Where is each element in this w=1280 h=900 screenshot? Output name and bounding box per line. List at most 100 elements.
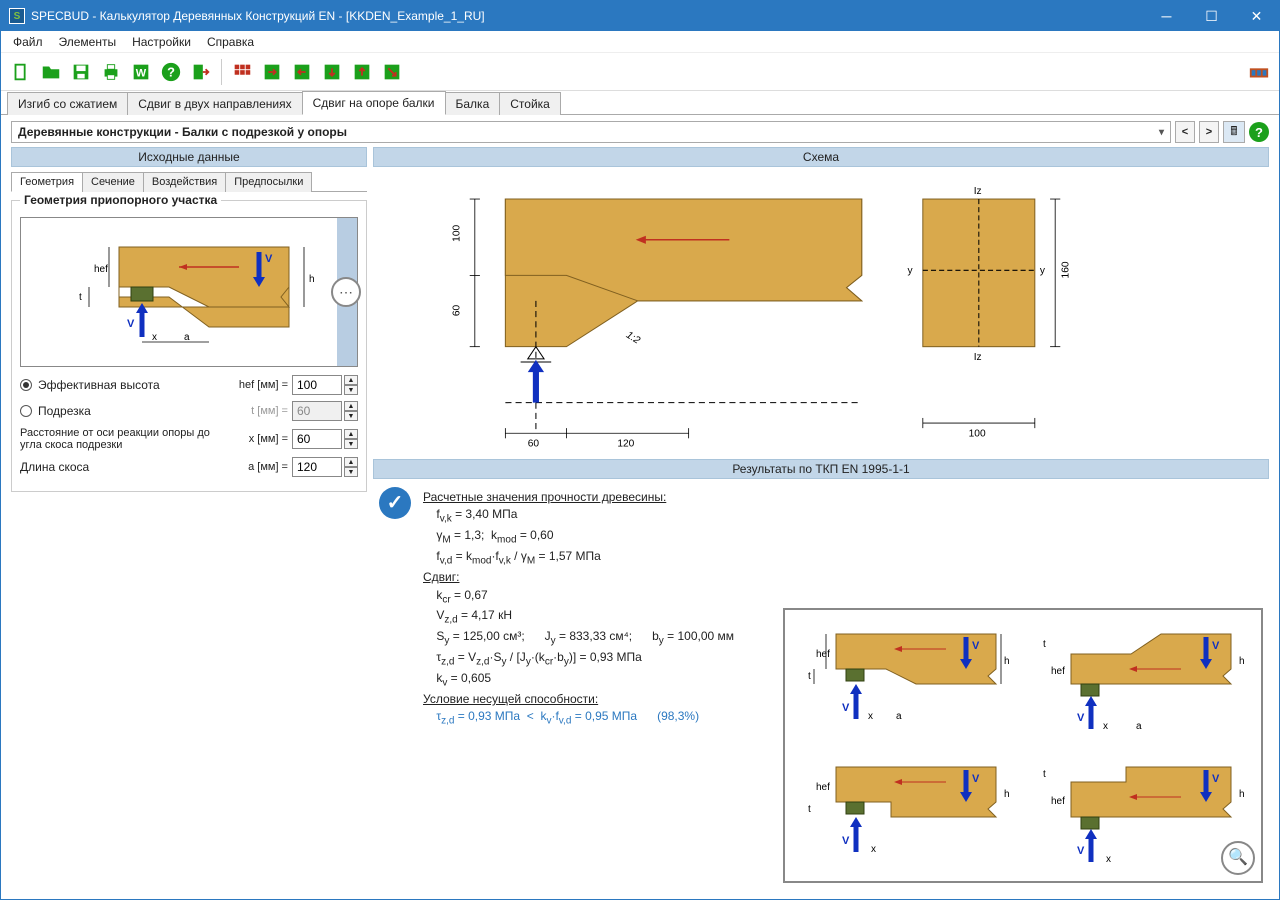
chevron-down-icon: ▾ (1159, 127, 1164, 138)
logo-button[interactable] (1245, 58, 1273, 86)
tab-shear-support[interactable]: Сдвиг на опоре балки (302, 91, 446, 115)
arrow2-button[interactable] (288, 58, 316, 86)
radio-effective-height[interactable] (20, 379, 32, 391)
arrow4-button[interactable] (348, 58, 376, 86)
svg-text:100: 100 (452, 224, 463, 241)
unit-hef: hef [мм] = (222, 379, 292, 391)
unit-a: a [мм] = (222, 461, 292, 473)
arrow5-button[interactable] (378, 58, 406, 86)
svg-text:x: x (1103, 721, 1108, 732)
svg-text:x: x (152, 332, 157, 343)
results-h1: Расчетные значения прочности древесины: (423, 490, 666, 504)
svg-text:V: V (842, 835, 850, 847)
variant-2[interactable]: V V heft h xa (1026, 616, 1255, 743)
svg-text:100: 100 (969, 428, 986, 439)
tab-shear-2dir[interactable]: Сдвиг в двух направлениях (127, 92, 302, 115)
spin-up[interactable]: ▲ (344, 429, 358, 439)
input-subtabs: Геометрия Сечение Воздействия Предпосылк… (11, 171, 367, 192)
minimize-button[interactable]: ─ (1144, 1, 1189, 31)
unit-t: t [мм] = (222, 405, 292, 417)
subtab-assumptions[interactable]: Предпосылки (225, 172, 312, 192)
geometry-group-title: Геометрия приопорного участка (20, 193, 221, 207)
tab-beam[interactable]: Балка (445, 92, 501, 115)
titlebar: S SPECBUD - Калькулятор Деревянных Конст… (1, 1, 1279, 31)
svg-text:t: t (1043, 769, 1046, 780)
subtab-loads[interactable]: Воздействия (143, 172, 226, 192)
results-l2: γM = 1,3; kmod = 0,60 (436, 528, 553, 542)
radio-notch[interactable] (20, 405, 32, 417)
menu-help[interactable]: Справка (199, 33, 262, 51)
open-file-button[interactable] (37, 58, 65, 86)
svg-text:60: 60 (452, 304, 463, 316)
print-button[interactable] (97, 58, 125, 86)
exit-button[interactable] (187, 58, 215, 86)
input-x[interactable] (292, 429, 342, 449)
new-file-button[interactable] (7, 58, 35, 86)
svg-text:y: y (1040, 265, 1046, 276)
tab-bending[interactable]: Изгиб со сжатием (7, 92, 128, 115)
label-effective-height: Эффективная высота (38, 378, 222, 392)
spin-down[interactable]: ▼ (344, 411, 358, 421)
tab-column[interactable]: Стойка (499, 92, 561, 115)
variants-panel: V V heft h xa (783, 608, 1263, 883)
results-l6: Sy = 125,00 см³; Jy = 833,33 см⁴; by = 1… (436, 629, 734, 643)
next-button[interactable]: > (1199, 121, 1219, 143)
results-l4: kcr = 0,67 (436, 588, 487, 602)
construction-type-dropdown[interactable]: Деревянные конструкции - Балки с подрезк… (11, 121, 1171, 143)
results-l1: fv,k = 3,40 МПа (436, 507, 517, 521)
menubar: Файл Элементы Настройки Справка (1, 31, 1279, 53)
main-tabs: Изгиб со сжатием Сдвиг в двух направлени… (1, 91, 1279, 115)
results-l8: kv = 0,605 (436, 671, 491, 685)
arrow3-button[interactable] (318, 58, 346, 86)
maximize-button[interactable]: ☐ (1189, 1, 1234, 31)
context-help-button[interactable]: ? (1249, 122, 1269, 142)
unit-x: x [мм] = (222, 433, 292, 445)
save-button[interactable] (67, 58, 95, 86)
help-button[interactable]: ? (157, 58, 185, 86)
calculator-button[interactable]: 🖩 (1223, 121, 1245, 143)
spin-down[interactable]: ▼ (344, 439, 358, 449)
svg-text:x: x (868, 711, 873, 722)
arrow1-button[interactable] (258, 58, 286, 86)
spin-up[interactable]: ▲ (344, 401, 358, 411)
spin-up[interactable]: ▲ (344, 375, 358, 385)
svg-text:hef: hef (1051, 796, 1065, 807)
spin-up[interactable]: ▲ (344, 457, 358, 467)
close-button[interactable]: ✕ (1234, 1, 1279, 31)
word-export-button[interactable]: W (127, 58, 155, 86)
input-hef[interactable] (292, 375, 342, 395)
svg-text:V: V (842, 702, 850, 714)
spin-down[interactable]: ▼ (344, 467, 358, 477)
svg-text:V: V (1077, 712, 1085, 724)
results-panel: ✓ Расчетные значения прочности древесины… (373, 479, 1269, 889)
svg-text:1:2: 1:2 (624, 330, 642, 347)
spin-down[interactable]: ▼ (344, 385, 358, 395)
input-t (292, 401, 342, 421)
grid-button[interactable] (228, 58, 256, 86)
input-a[interactable] (292, 457, 342, 477)
svg-text:V: V (265, 253, 273, 265)
svg-text:hef: hef (816, 649, 830, 660)
svg-text:V: V (1212, 640, 1220, 652)
schema-panel-header: Схема (373, 147, 1269, 167)
svg-text:h: h (1239, 656, 1245, 667)
variant-3[interactable]: V V heft h x (791, 749, 1020, 876)
variant-1[interactable]: V V heft h xa (791, 616, 1020, 743)
svg-text:h: h (309, 274, 315, 285)
toolbar: W ? (1, 53, 1279, 91)
svg-text:hef: hef (816, 782, 830, 793)
menu-elements[interactable]: Элементы (51, 33, 125, 51)
svg-text:V: V (972, 640, 980, 652)
menu-settings[interactable]: Настройки (124, 33, 199, 51)
zoom-button[interactable]: ⋯ (331, 277, 361, 307)
prev-button[interactable]: < (1175, 121, 1195, 143)
svg-text:Iz: Iz (974, 186, 982, 197)
menu-file[interactable]: Файл (5, 33, 51, 51)
subtab-section[interactable]: Сечение (82, 172, 144, 192)
svg-text:?: ? (167, 64, 175, 79)
svg-text:Iz: Iz (974, 352, 982, 363)
svg-text:60: 60 (528, 438, 540, 449)
subtab-geometry[interactable]: Геометрия (11, 172, 83, 192)
variants-zoom-icon[interactable]: 🔍 (1221, 841, 1255, 875)
svg-text:t: t (79, 292, 82, 303)
